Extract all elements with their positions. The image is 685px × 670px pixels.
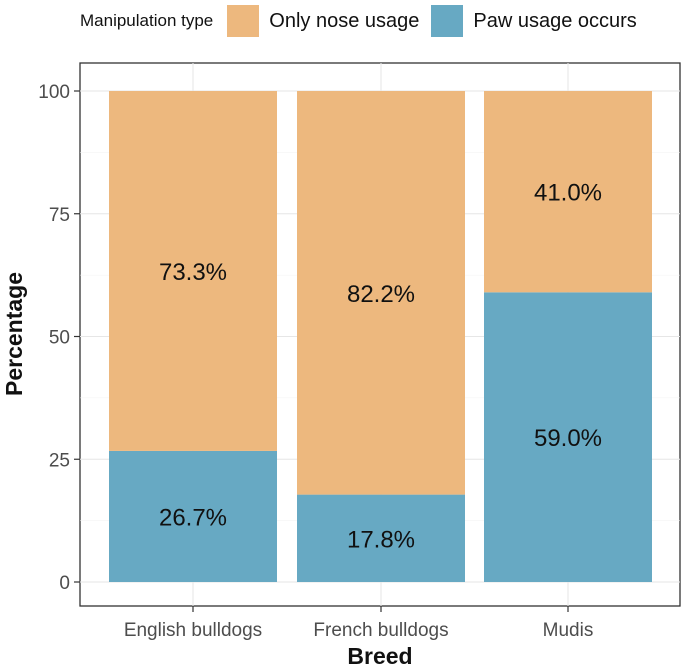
x-tick-label-1: French bulldogs — [313, 620, 448, 641]
legend-item-paw-usage: Paw usage occurs — [431, 5, 642, 37]
y-axis: 0 25 50 75 100 — [38, 82, 80, 594]
x-axis-title: Breed — [347, 643, 412, 669]
bars — [109, 91, 652, 582]
bar-paw-1 — [297, 494, 465, 582]
bar-nose-1 — [297, 91, 465, 495]
legend-swatch-paw-usage — [431, 5, 464, 37]
legend: Manipulation type Only nose usage Paw us… — [80, 2, 649, 40]
legend-label-paw-usage: Paw usage occurs — [473, 9, 637, 32]
y-tick-label-0: 0 — [59, 573, 70, 594]
bar-paw-0 — [109, 450, 277, 582]
x-tick-label-0: English bulldogs — [124, 620, 262, 641]
legend-label-only-nose: Only nose usage — [269, 9, 420, 32]
bar-nose-2 — [484, 91, 652, 293]
bar-label-paw-2: 59.0% — [534, 425, 602, 452]
bar-value-labels: 26.7% 73.3% 17.8% 82.2% 59.0% 41.0% — [159, 180, 602, 554]
bar-label-nose-2: 41.0% — [534, 180, 602, 207]
y-axis-title: Percentage — [1, 272, 27, 396]
x-tick-label-2: Mudis — [543, 620, 594, 641]
bar-label-nose-1: 82.2% — [347, 281, 415, 308]
y-tick-label-1: 25 — [49, 450, 70, 471]
y-tick-label-2: 50 — [49, 328, 70, 349]
y-tick-label-4: 100 — [38, 82, 70, 103]
legend-swatch-only-nose — [227, 5, 260, 37]
legend-item-only-nose: Only nose usage — [227, 5, 425, 37]
bar-nose-0 — [109, 91, 277, 451]
bar-label-paw-1: 17.8% — [347, 526, 415, 553]
x-axis: English bulldogs French bulldogs Mudis — [124, 606, 594, 641]
legend-title: Manipulation type — [80, 11, 214, 30]
bar-paw-2 — [484, 292, 652, 582]
y-tick-label-3: 75 — [49, 205, 70, 226]
bar-label-nose-0: 73.3% — [159, 259, 227, 286]
bar-label-paw-0: 26.7% — [159, 504, 227, 531]
